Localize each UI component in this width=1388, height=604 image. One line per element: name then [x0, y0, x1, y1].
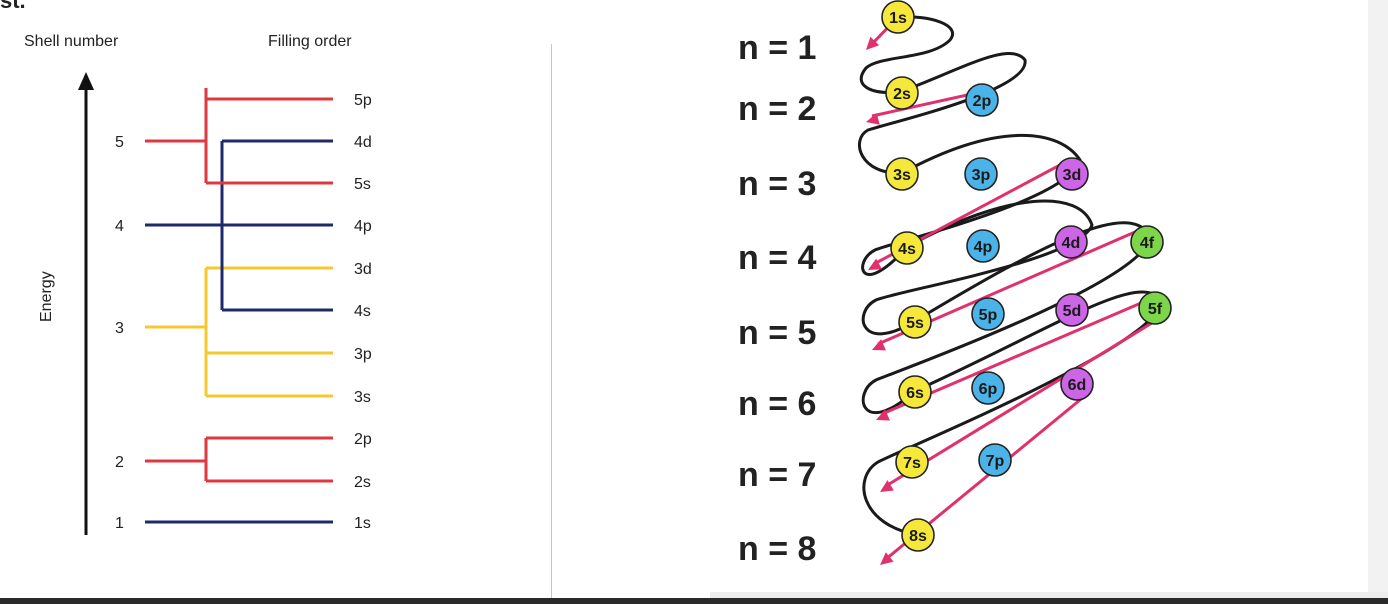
- orbital-bubble-label: 5p: [979, 307, 998, 324]
- shell-5-lines: [145, 88, 333, 185]
- orbital-bubble-7p: 7p: [978, 443, 1012, 477]
- diagonal-arrowhead-1: [866, 36, 880, 50]
- level-label-n1: n = 1: [738, 29, 816, 67]
- orbital-bubble-3p: 3p: [964, 157, 998, 191]
- header-shell-number: Shell number: [24, 33, 119, 50]
- filling-order-label: 2p: [354, 431, 372, 448]
- orbital-bubble-label: 4s: [898, 241, 916, 258]
- filling-order-label: 2s: [354, 474, 371, 491]
- shell-number-label: 4: [115, 218, 124, 235]
- filling-order-label: 3d: [354, 261, 372, 278]
- orbital-bubble-4d: 4d: [1054, 225, 1088, 259]
- level-label-n2: n = 2: [738, 90, 816, 128]
- top-text-fragment: st.: [0, 0, 26, 13]
- diagonal-arrowhead-5: [876, 409, 890, 421]
- filling-order-label: 5s: [354, 176, 371, 193]
- orbital-bubble-label: 7s: [903, 455, 921, 472]
- energy-axis-label: Energy: [38, 271, 55, 322]
- header-filling-order: Filling order: [268, 33, 352, 50]
- shell-4-lines: [145, 139, 333, 312]
- orbital-bubble-label: 7p: [986, 453, 1005, 470]
- orbital-bubble-label: 4f: [1140, 235, 1155, 252]
- orbital-bubble-8s: 8s: [901, 518, 935, 552]
- orbital-bubble-6s: 6s: [898, 375, 932, 409]
- filling-order-label: 3p: [354, 346, 372, 363]
- orbital-bubble-4s: 4s: [890, 231, 924, 265]
- orbital-bubble-6d: 6d: [1060, 367, 1094, 401]
- orbital-bubble-label: 6s: [906, 385, 924, 402]
- orbital-bubble-5f: 5f: [1138, 291, 1172, 325]
- bottom-border: [0, 598, 1388, 604]
- level-label-n4: n = 4: [738, 239, 817, 277]
- orbital-bubble-label: 4d: [1062, 235, 1081, 252]
- orbital-bubble-label: 1s: [889, 10, 907, 27]
- shell-number-label: 2: [115, 454, 124, 471]
- diagonal-arrowhead-2: [866, 112, 880, 125]
- shell-2-lines: [145, 436, 333, 483]
- orbital-bubble-label: 2p: [973, 93, 992, 110]
- shell-number-label: 1: [115, 515, 124, 532]
- orbital-bubble-label: 3d: [1063, 167, 1082, 184]
- filling-order-label: 1s: [354, 515, 371, 532]
- orbital-bubble-1s: 1s: [881, 0, 915, 34]
- level-label-n3: n = 3: [738, 165, 816, 203]
- orbital-bubble-2s: 2s: [885, 76, 919, 110]
- bottom-gray-strip: [710, 592, 1388, 598]
- shell-3-lines: [145, 266, 333, 398]
- diagonal-arrowhead-4: [872, 339, 886, 351]
- orbital-bubble-label: 5s: [906, 315, 924, 332]
- orbital-bubble-6p: 6p: [971, 371, 1005, 405]
- orbital-bubble-2p: 2p: [965, 83, 999, 117]
- panel-divider: [551, 44, 552, 600]
- orbital-bubble-5d: 5d: [1055, 293, 1089, 327]
- level-label-n5: n = 5: [738, 314, 816, 352]
- orbital-bubble-label: 6p: [979, 381, 998, 398]
- shell-number-label: 5: [115, 134, 124, 151]
- diagonal-arrowhead-3: [868, 258, 882, 270]
- snake-path-1: [859, 15, 954, 95]
- orbital-bubble-label: 3p: [972, 167, 991, 184]
- orbital-bubble-label: 5d: [1063, 303, 1082, 320]
- orbital-bubble-4p: 4p: [966, 229, 1000, 263]
- orbital-bubble-label: 6d: [1068, 377, 1087, 394]
- orbital-bubble-label: 8s: [909, 528, 927, 545]
- diagonal-arrowhead-7: [880, 552, 894, 565]
- orbital-bubble-7s: 7s: [895, 445, 929, 479]
- filling-order-label: 5p: [354, 92, 372, 109]
- filling-order-label: 4p: [354, 218, 372, 235]
- scroll-gutter: [1368, 0, 1388, 604]
- level-label-n6: n = 6: [738, 385, 816, 423]
- filling-order-label: 4d: [354, 134, 372, 151]
- orbital-bubble-label: 5f: [1148, 301, 1163, 318]
- diagonal-arrow-6: [885, 316, 1161, 488]
- level-label-n7: n = 7: [738, 456, 816, 494]
- orbital-bubble-label: 2s: [893, 86, 911, 103]
- energy-axis-arrowhead: [78, 72, 94, 90]
- shell-number-label: 3: [115, 320, 124, 337]
- filling-order-label: 3s: [354, 389, 371, 406]
- orbital-bubble-5s: 5s: [898, 305, 932, 339]
- energy-level-diagram: Shell number Filling order Energy 1 2 3 4 5 5…: [24, 33, 372, 535]
- orbital-bubble-label: 4p: [974, 239, 993, 256]
- orbital-bubble-4f: 4f: [1130, 225, 1164, 259]
- orbital-bubble-3d: 3d: [1055, 157, 1089, 191]
- orbital-bubble-label: 3s: [893, 167, 911, 184]
- level-label-n8: n = 8: [738, 530, 816, 568]
- diagonal-arrowhead-6: [880, 480, 894, 492]
- orbital-bubble-3s: 3s: [885, 157, 919, 191]
- filling-order-label: 4s: [354, 303, 371, 320]
- aufbau-diagonal-diagram: n = 1 n = 2 n = 3 n = 4 n = 5 n = 6 n = 7 n = 8…: [738, 0, 1172, 568]
- orbital-bubble-5p: 5p: [971, 297, 1005, 331]
